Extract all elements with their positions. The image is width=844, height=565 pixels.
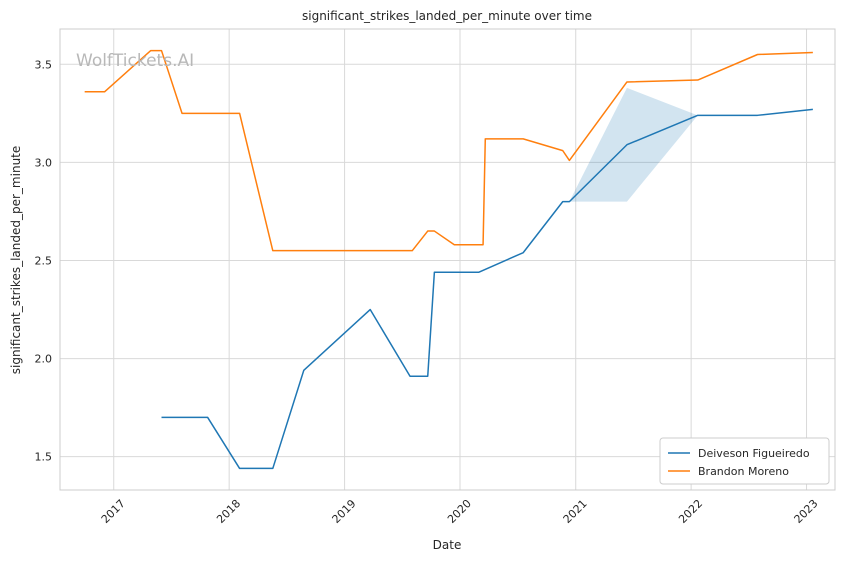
- plot-frame: [59, 28, 836, 491]
- y-axis-label: significant_strikes_landed_per_minute: [9, 146, 23, 375]
- legend: Deiveson Figueiredo Brandon Moreno: [659, 437, 830, 485]
- grid: [60, 29, 835, 490]
- series-lines: [84, 49, 813, 470]
- y-tick-label: 1.5: [35, 451, 53, 464]
- y-tick-label: 3.5: [35, 58, 53, 71]
- series-line-deiveson-figueiredo: [161, 108, 813, 470]
- legend-label-deiveson: Deiveson Figueiredo: [698, 447, 810, 460]
- y-tick-label: 2.0: [35, 353, 53, 366]
- confidence-bands: [569, 87, 698, 202]
- series-line-brandon-moreno: [84, 49, 813, 252]
- chart-title: significant_strikes_landed_per_minute ov…: [302, 9, 592, 23]
- watermark: WolfTickets.AI: [76, 51, 194, 71]
- band-deiveson-figueiredo: [569, 87, 698, 202]
- y-tick-label: 3.0: [35, 156, 53, 169]
- x-axis-label: Date: [433, 538, 462, 552]
- y-tick-label: 2.5: [35, 254, 53, 267]
- legend-label-moreno: Brandon Moreno: [698, 465, 789, 478]
- legend-box: [659, 437, 830, 485]
